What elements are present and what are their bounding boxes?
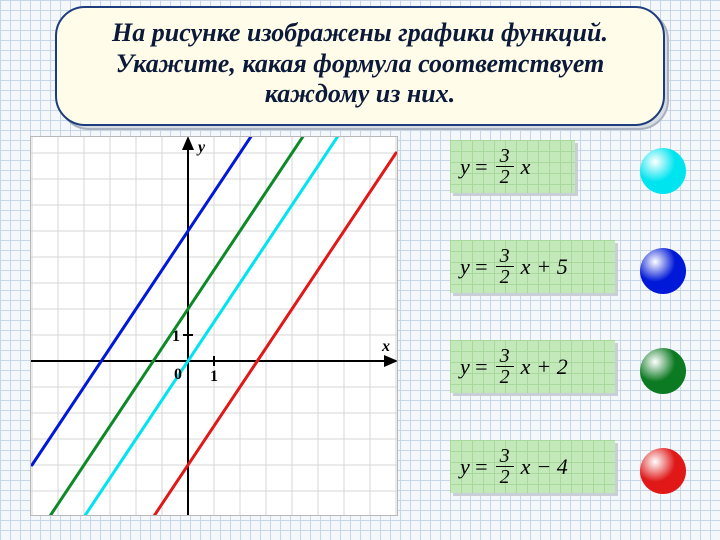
color-dot-3[interactable] bbox=[640, 348, 686, 394]
svg-text:0: 0 bbox=[174, 366, 182, 383]
formula-1: y=32x bbox=[450, 140, 575, 193]
formula-2: y=32x+ 5 bbox=[450, 240, 615, 293]
svg-text:y: y bbox=[196, 139, 206, 156]
title-text: На рисунке изображены графики функций. У… bbox=[112, 18, 608, 108]
formula-3: y=32x+ 2 bbox=[450, 340, 615, 393]
formula-4: y=32x− 4 bbox=[450, 440, 615, 493]
title-banner: На рисунке изображены графики функций. У… bbox=[55, 6, 665, 126]
color-dot-4[interactable] bbox=[640, 448, 686, 494]
svg-text:x: x bbox=[381, 338, 390, 355]
svg-text:1: 1 bbox=[172, 328, 180, 345]
color-dot-1[interactable] bbox=[640, 148, 686, 194]
function-graph: 0 1 1 x y bbox=[30, 136, 398, 516]
svg-text:1: 1 bbox=[210, 368, 218, 385]
color-dot-2[interactable] bbox=[640, 248, 686, 294]
